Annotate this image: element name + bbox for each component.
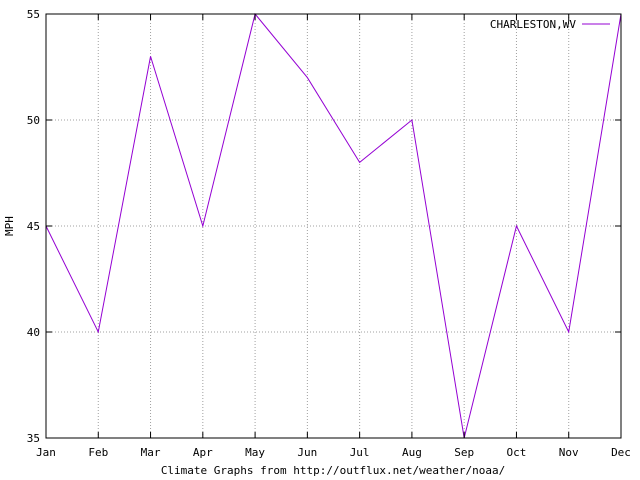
x-tick-label: Oct xyxy=(507,446,527,459)
x-tick-label: May xyxy=(245,446,265,459)
y-tick-label: 50 xyxy=(27,114,40,127)
x-tick-label: Nov xyxy=(559,446,579,459)
x-tick-label: Jan xyxy=(36,446,56,459)
y-tick-label: 35 xyxy=(27,432,40,445)
x-tick-label: Aug xyxy=(402,446,422,459)
x-tick-label: Mar xyxy=(141,446,161,459)
x-tick-label: Jul xyxy=(350,446,370,459)
x-tick-label: Jun xyxy=(297,446,317,459)
x-tick-label: Sep xyxy=(454,446,474,459)
y-tick-label: 40 xyxy=(27,326,40,339)
legend: CHARLESTON,WV xyxy=(490,18,610,31)
x-tick-labels: Jan Feb Mar Apr May Jun Jul Aug Sep Oct Nov Dec xyxy=(36,446,631,459)
y-tick-label: 45 xyxy=(27,220,40,233)
x-tick-label: Apr xyxy=(193,446,213,459)
x-axis-label: Climate Graphs from http://outflux.net/w… xyxy=(161,464,505,477)
y-tick-labels: 35 40 45 50 55 xyxy=(27,8,40,445)
y-axis-label: MPH xyxy=(3,216,16,236)
series-line xyxy=(45,12,622,439)
x-tick-label: Feb xyxy=(88,446,108,459)
series-layer xyxy=(45,12,622,439)
x-tick-label: Dec xyxy=(611,446,631,459)
y-tick-label: 55 xyxy=(27,8,40,21)
legend-label: CHARLESTON,WV xyxy=(490,18,576,31)
tick-marks xyxy=(45,13,622,439)
